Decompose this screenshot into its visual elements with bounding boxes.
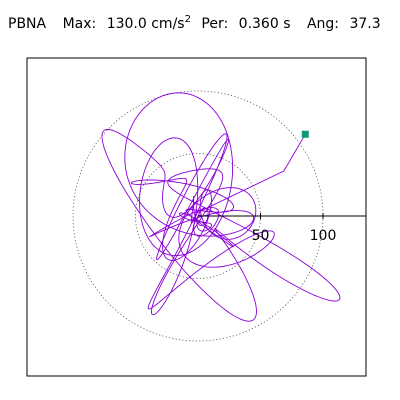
max-label: Max:	[62, 16, 97, 32]
trajectory	[101, 92, 341, 322]
period-value: 0.360 s	[238, 16, 291, 32]
radial-axis: 50 100	[198, 213, 366, 244]
peak-marker-group	[301, 130, 309, 138]
station-code: PBNA	[8, 16, 47, 32]
plot-header: PBNA Max: 130.0 cm/s2 Per: 0.360 s Ang: …	[8, 14, 381, 33]
angle-label: Ang:	[306, 16, 340, 32]
trajectory-path	[101, 92, 341, 322]
period-label: Per:	[201, 16, 229, 32]
tick-label-50: 50	[252, 228, 270, 244]
max-value: 130.0	[106, 16, 147, 32]
peak-marker	[301, 130, 309, 138]
plot-frame	[26, 57, 367, 377]
max-unit: cm/s	[151, 16, 185, 32]
max-unit-exponent: 2	[184, 14, 191, 25]
angle-value: 37.3	[349, 16, 381, 32]
tick-label-100: 100	[310, 228, 337, 244]
